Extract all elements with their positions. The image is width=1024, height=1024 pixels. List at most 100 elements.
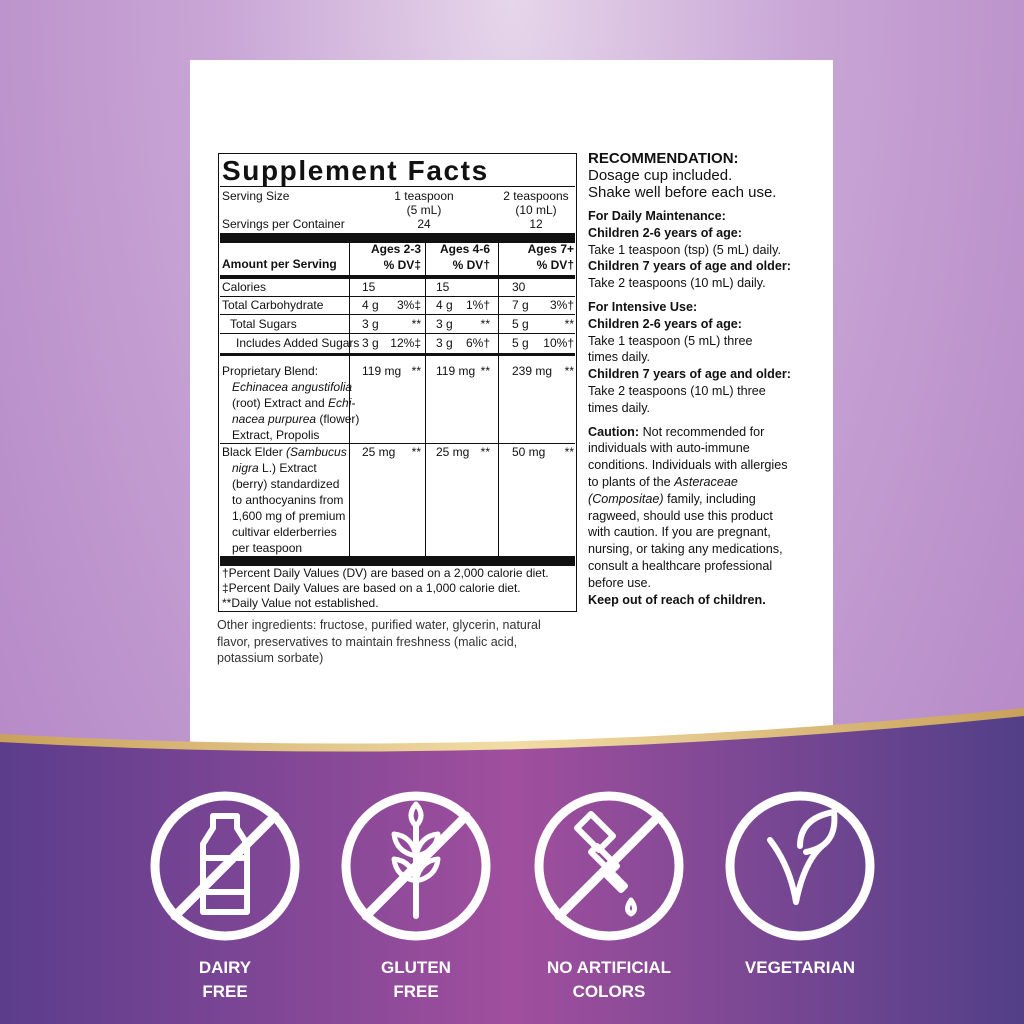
italic-run: nacea purpurea bbox=[232, 412, 317, 426]
cell-amount: 15 bbox=[362, 280, 376, 294]
paragraph: For Intensive Use: Children 2-6 years of … bbox=[588, 299, 813, 417]
badge-label: DAIRY FREE bbox=[125, 956, 325, 1004]
text-line: (Compositae) family, including bbox=[588, 491, 813, 508]
italic-run: (Sambucus bbox=[286, 445, 347, 459]
rule bbox=[220, 443, 575, 444]
row-name: Black Elder (Sambucus bbox=[222, 444, 347, 460]
text-line: Take 1 teaspoon (tsp) (5 mL) daily. bbox=[588, 242, 781, 257]
cell-amount: 50 mg bbox=[512, 445, 546, 459]
row-name: Total Sugars bbox=[230, 317, 297, 331]
footnote: †Percent Daily Values (DV) are based on … bbox=[222, 566, 549, 580]
bold-run: Children 7 years of age and older: bbox=[588, 259, 791, 274]
rule bbox=[220, 314, 575, 315]
serving-value: (5 mL) bbox=[406, 203, 442, 217]
text-run: to plants of the bbox=[588, 474, 675, 489]
row-name: per teaspoon bbox=[232, 541, 303, 555]
cell-dv: 6%† bbox=[465, 336, 490, 350]
rule bbox=[498, 243, 499, 556]
row-name: Total Carbohydrate bbox=[222, 298, 324, 312]
no-colors-icon bbox=[534, 791, 684, 941]
italic-run: Asteraceae bbox=[674, 474, 738, 489]
cell-dv: ** bbox=[480, 317, 490, 331]
age-header: Ages 2-3 bbox=[370, 242, 421, 256]
row-name: nigra L.) Extract bbox=[232, 460, 317, 476]
text-line: Children 7 years of age and older: bbox=[588, 366, 813, 383]
text-line: For Intensive Use: bbox=[588, 299, 813, 316]
text-line: Keep out of reach of children. bbox=[588, 592, 813, 609]
label-card bbox=[190, 60, 833, 760]
other-ingredients: potassium sorbate) bbox=[217, 651, 324, 665]
recommendation: RECOMMENDATION: Dosage cup included. Shake… bbox=[588, 150, 813, 615]
italic-run: Echi- bbox=[328, 396, 356, 410]
facts-border bbox=[218, 153, 577, 612]
cell-dv: ** bbox=[411, 317, 421, 331]
text-line: Shake well before each use. bbox=[588, 184, 777, 201]
row-name: 1,600 mg of premium bbox=[232, 509, 346, 523]
text-run: Not recommended for bbox=[639, 424, 765, 439]
serving-size-label: Serving Size bbox=[222, 189, 290, 203]
cell-dv: 12%‡ bbox=[390, 336, 421, 350]
age-header: % DV† bbox=[536, 258, 574, 272]
italic-run: Echinacea angustifolia bbox=[232, 380, 353, 394]
cell-amount: 3 g bbox=[436, 336, 453, 350]
bold-run: For Daily Maintenance: bbox=[588, 209, 726, 223]
text-line: Take 2 teaspoons (10 mL) daily. bbox=[588, 276, 766, 291]
amount-label: Amount per Serving bbox=[222, 257, 337, 271]
text-line: conditions. Individuals with allergies bbox=[588, 458, 788, 473]
cell-dv: 3%‡ bbox=[396, 298, 421, 312]
cell-dv: 10%† bbox=[543, 336, 574, 350]
text-run: (root) Extract and bbox=[232, 396, 329, 410]
row-name: cultivar elderberries bbox=[232, 525, 337, 539]
cell-dv: ** bbox=[564, 445, 574, 459]
cell-dv: ** bbox=[411, 364, 421, 378]
row-name: (root) Extract and Echi- bbox=[232, 395, 355, 411]
cell-amount: 30 bbox=[512, 280, 526, 294]
text-line: Children 7 years of age and older: bbox=[588, 258, 813, 275]
text-line: Take 1 teaspoon (5 mL) three bbox=[588, 333, 753, 348]
cell-amount: 5 g bbox=[512, 336, 529, 350]
badge-line: VEGETARIAN bbox=[744, 958, 856, 977]
other-ingredients: Other ingredients: fructose, purified wa… bbox=[217, 618, 541, 632]
cell-amount: 15 bbox=[436, 280, 450, 294]
text-line: consult a healthcare professional bbox=[588, 558, 773, 573]
paragraph: RECOMMENDATION: Dosage cup included. Shake… bbox=[588, 150, 813, 201]
text-line: Take 2 teaspoons (10 mL) three bbox=[588, 383, 766, 398]
cell-amount: 119 mg bbox=[436, 364, 476, 378]
gluten-free-icon bbox=[341, 791, 491, 941]
badge-line: FREE bbox=[202, 982, 248, 1001]
text-line: Dosage cup included. bbox=[588, 167, 733, 184]
dairy-free-icon bbox=[150, 791, 300, 941]
cell-dv: 1%† bbox=[465, 298, 490, 312]
text-line: ragweed, should use this product bbox=[588, 508, 773, 523]
text-line: Children 2-6 years of age: bbox=[588, 316, 813, 333]
text-line: before use. bbox=[588, 575, 652, 590]
text-run: Black Elder bbox=[222, 445, 287, 459]
cell-amount: 25 mg bbox=[362, 445, 396, 459]
cell-amount: 25 mg bbox=[436, 445, 470, 459]
bold-run: Children 2-6 years of age: bbox=[588, 225, 742, 240]
age-header: % DV‡ bbox=[383, 258, 421, 272]
serving-value: 1 teaspoon bbox=[394, 189, 454, 203]
rule bbox=[220, 296, 575, 297]
other-ingredients: flavor, preservatives to maintain freshn… bbox=[217, 634, 518, 649]
paragraph: For Daily Maintenance: Children 2-6 years… bbox=[588, 208, 813, 292]
row-name: Extract, Propolis bbox=[232, 428, 320, 442]
badge-label: NO ARTIFICIAL COLORS bbox=[509, 956, 709, 1004]
age-header: Ages 7+ bbox=[527, 242, 574, 256]
bold-run: Children 7 years of age and older: bbox=[588, 367, 791, 382]
cell-dv: ** bbox=[480, 364, 490, 378]
cell-dv: ** bbox=[411, 445, 421, 459]
row-name: to anthocyanins from bbox=[232, 493, 344, 507]
badge-line: COLORS bbox=[572, 982, 646, 1001]
badge-line: DAIRY bbox=[198, 958, 252, 977]
italic-run: (Compositae) bbox=[588, 491, 664, 506]
rule bbox=[220, 556, 575, 566]
text-line: with caution. If you are pregnant, bbox=[588, 525, 771, 540]
serving-value: (10 mL) bbox=[515, 203, 557, 217]
text-run: (flower) bbox=[316, 412, 360, 426]
servings-label: Servings per Container bbox=[222, 217, 345, 231]
badge-line: NO ARTIFICIAL bbox=[546, 958, 672, 977]
badge-label: GLUTEN FREE bbox=[316, 956, 516, 1004]
rule bbox=[220, 233, 575, 243]
